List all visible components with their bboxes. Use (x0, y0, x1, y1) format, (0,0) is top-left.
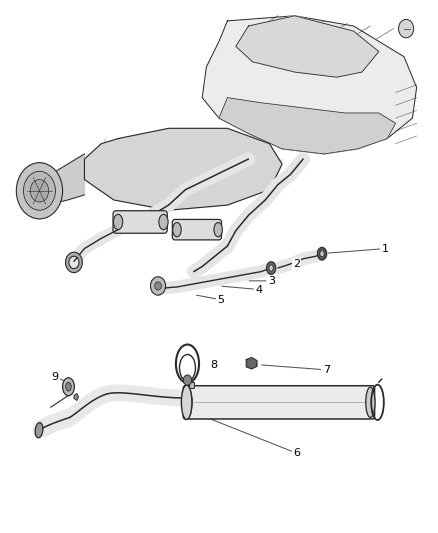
FancyBboxPatch shape (113, 211, 167, 233)
Ellipse shape (113, 214, 123, 230)
Ellipse shape (318, 247, 327, 260)
Circle shape (155, 282, 161, 290)
Circle shape (151, 277, 166, 295)
Polygon shape (34, 154, 85, 205)
FancyBboxPatch shape (183, 386, 374, 419)
Ellipse shape (66, 382, 71, 391)
Polygon shape (219, 98, 396, 154)
Ellipse shape (35, 423, 43, 438)
Polygon shape (246, 358, 257, 369)
Polygon shape (202, 16, 417, 154)
Text: 2: 2 (293, 259, 300, 269)
Ellipse shape (63, 378, 74, 395)
Polygon shape (85, 128, 282, 210)
Circle shape (183, 375, 192, 385)
Text: 5: 5 (218, 295, 225, 305)
Ellipse shape (214, 222, 223, 237)
Ellipse shape (266, 262, 276, 274)
Text: 4: 4 (255, 285, 262, 295)
Ellipse shape (181, 385, 192, 419)
Text: 6: 6 (293, 448, 300, 458)
FancyBboxPatch shape (172, 220, 222, 240)
Ellipse shape (183, 387, 192, 417)
Ellipse shape (159, 214, 168, 230)
Polygon shape (74, 393, 78, 401)
Text: 1: 1 (381, 244, 389, 254)
Circle shape (399, 19, 413, 38)
Text: 3: 3 (268, 276, 275, 286)
Text: 7: 7 (323, 365, 330, 375)
Polygon shape (189, 382, 194, 388)
Circle shape (16, 163, 63, 219)
Ellipse shape (173, 222, 181, 237)
Text: 9: 9 (51, 372, 59, 382)
Polygon shape (236, 16, 379, 77)
Circle shape (30, 180, 49, 202)
Text: 8: 8 (210, 360, 218, 370)
Ellipse shape (269, 265, 273, 271)
Circle shape (24, 171, 56, 210)
Ellipse shape (320, 251, 324, 257)
Ellipse shape (366, 387, 375, 417)
